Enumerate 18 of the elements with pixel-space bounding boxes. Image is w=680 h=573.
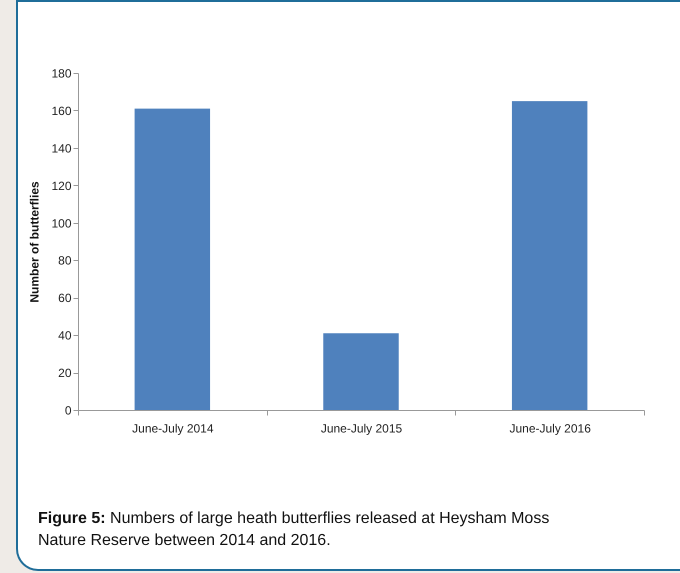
- y-tick-label: 180: [51, 66, 72, 80]
- bar: [323, 333, 399, 410]
- y-tick-label: 60: [58, 291, 72, 306]
- bar: [512, 101, 588, 410]
- y-tick-label: 0: [64, 404, 72, 418]
- y-axis-title: Number of butterflies: [27, 181, 42, 303]
- x-tick-label: June-July 2015: [320, 422, 403, 436]
- y-tick-label: 80: [58, 254, 72, 268]
- y-tick-label: 100: [51, 216, 72, 230]
- caption: Figure 5: Numbers of large heath butterflies released at Heysham Moss Nature Reserve between 2014 and 2016.: [38, 509, 550, 551]
- y-tick-label: 140: [51, 141, 72, 156]
- y-tick-label: 40: [58, 328, 72, 343]
- x-tick-label: June-July 2014: [132, 422, 214, 436]
- y-tick-label: 160: [51, 104, 72, 118]
- x-tick-label: June-July 2016: [509, 422, 592, 436]
- y-tick-label: 120: [51, 178, 72, 193]
- bar: [134, 108, 210, 410]
- y-tick-label: 20: [58, 366, 72, 380]
